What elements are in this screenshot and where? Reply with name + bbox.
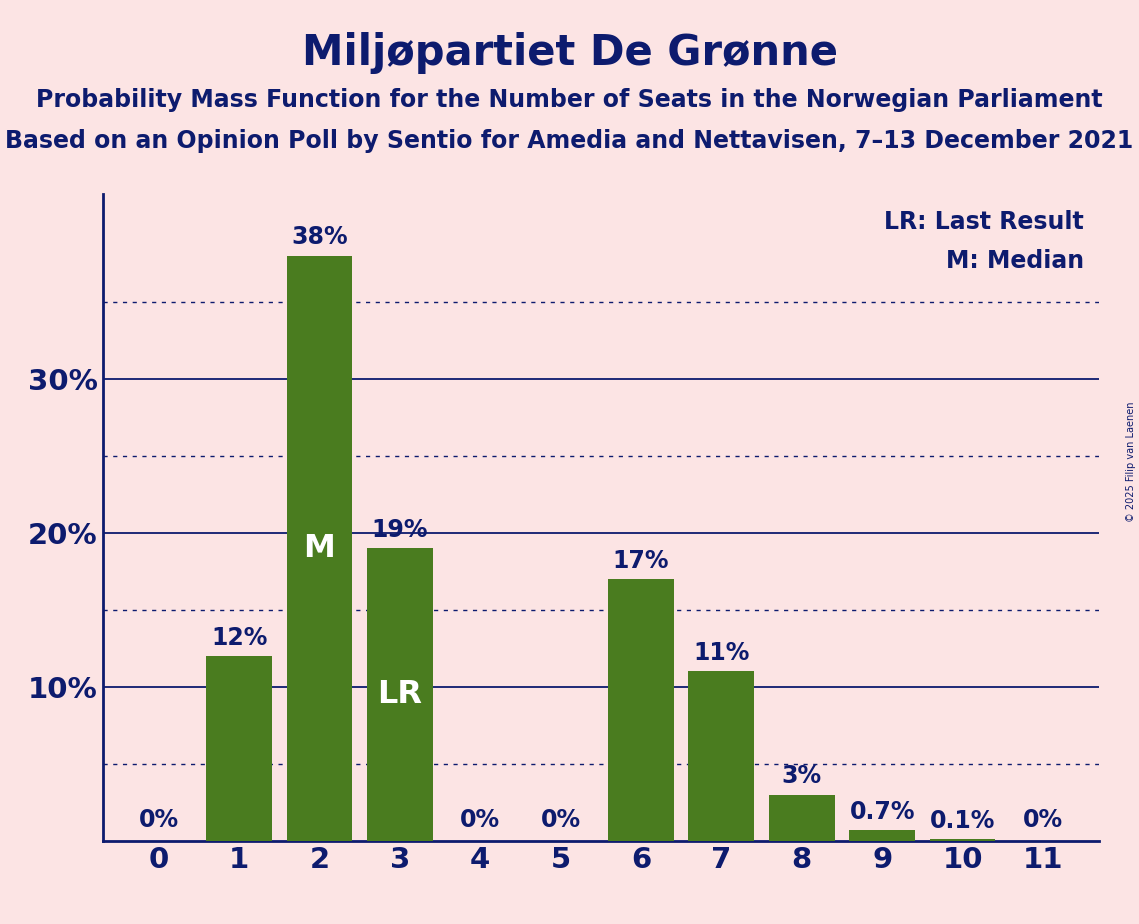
Text: 3%: 3% <box>781 764 822 788</box>
Bar <box>850 830 915 841</box>
Text: 17%: 17% <box>613 549 670 573</box>
Text: LR: LR <box>377 679 423 710</box>
Bar <box>287 256 352 841</box>
Text: M: Median: M: Median <box>947 249 1084 273</box>
Text: 0.1%: 0.1% <box>929 809 995 833</box>
Bar <box>929 839 995 841</box>
Bar <box>688 672 754 841</box>
Text: 0.7%: 0.7% <box>850 800 915 824</box>
Bar <box>769 795 835 841</box>
Bar <box>367 548 433 841</box>
Text: 0%: 0% <box>460 808 500 832</box>
Text: 0%: 0% <box>1023 808 1063 832</box>
Text: Miljøpartiet De Grønne: Miljøpartiet De Grønne <box>302 32 837 74</box>
Text: LR: Last Result: LR: Last Result <box>885 211 1084 234</box>
Bar <box>608 579 674 841</box>
Text: 19%: 19% <box>371 518 428 542</box>
Bar <box>206 656 272 841</box>
Text: M: M <box>304 533 336 564</box>
Text: 0%: 0% <box>139 808 179 832</box>
Text: 38%: 38% <box>292 225 347 249</box>
Text: © 2025 Filip van Laenen: © 2025 Filip van Laenen <box>1126 402 1136 522</box>
Text: 12%: 12% <box>211 626 268 650</box>
Text: Probability Mass Function for the Number of Seats in the Norwegian Parliament: Probability Mass Function for the Number… <box>36 88 1103 112</box>
Text: Based on an Opinion Poll by Sentio for Amedia and Nettavisen, 7–13 December 2021: Based on an Opinion Poll by Sentio for A… <box>6 129 1133 153</box>
Text: 0%: 0% <box>541 808 581 832</box>
Text: 11%: 11% <box>694 641 749 665</box>
